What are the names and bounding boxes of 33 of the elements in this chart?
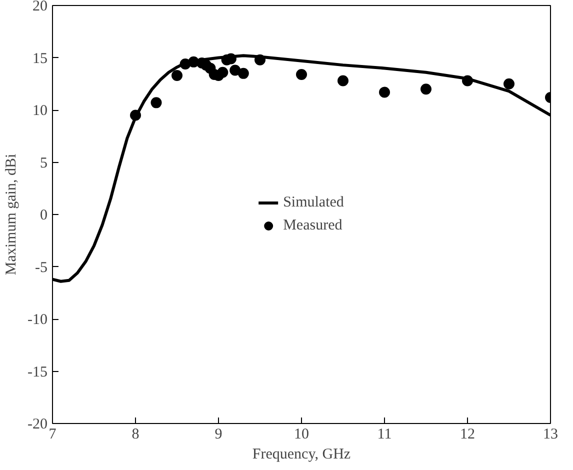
- x-tick-label: 10: [294, 426, 309, 442]
- point: [462, 75, 473, 86]
- point: [238, 68, 249, 79]
- point: [217, 66, 228, 78]
- x-tick-label: 7: [48, 426, 57, 442]
- x-tick-label: 12: [460, 426, 475, 442]
- y-tick-label: 0: [40, 208, 48, 224]
- x-tick-label: 8: [132, 426, 140, 442]
- y-tick-label: 15: [32, 50, 48, 67]
- x-axis-title: Frequency, GHz: [252, 446, 351, 462]
- x-tick-label: 11: [377, 426, 392, 442]
- point: [420, 84, 432, 95]
- y-tick-label: -5: [35, 260, 48, 276]
- y-tick-label: 20: [32, 0, 48, 14]
- y-tick-label: -20: [28, 416, 48, 432]
- point: [504, 78, 514, 90]
- point: [379, 86, 390, 98]
- y-tick-label: 10: [32, 103, 48, 119]
- y-tick-label: -15: [28, 364, 48, 380]
- y-tick-label: 5: [40, 155, 48, 172]
- legend-label: Simulated: [283, 194, 344, 211]
- y-axis-title: Maximum gain, dBi: [4, 154, 20, 276]
- point: [296, 68, 307, 80]
- point: [230, 64, 241, 76]
- point: [130, 110, 141, 121]
- point: [338, 75, 348, 86]
- point: [150, 97, 162, 108]
- y-tick-label: -10: [28, 312, 48, 328]
- point: [172, 70, 182, 82]
- point: [254, 54, 266, 66]
- legend-label: Measured: [283, 217, 342, 234]
- x-tick-label: 13: [543, 426, 558, 442]
- x-tick-label: 9: [214, 426, 222, 442]
